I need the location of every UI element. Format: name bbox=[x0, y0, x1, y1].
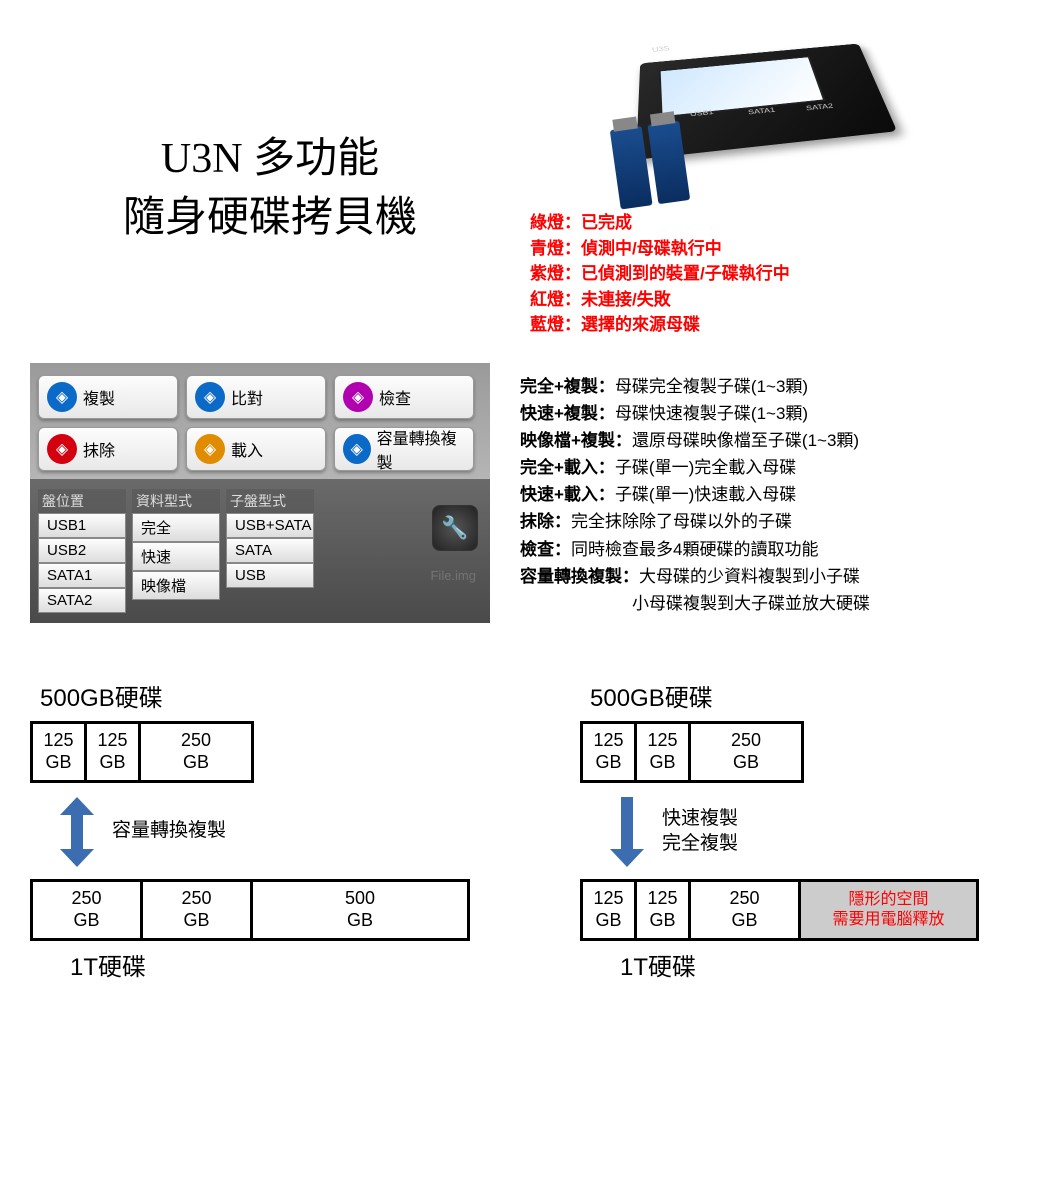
led-legend: 綠燈：已完成青燈：偵測中/母碟執行中紫燈：已偵測到的裝置/子碟執行中紅燈：未連接… bbox=[530, 210, 1010, 338]
select-item[interactable]: SATA1 bbox=[38, 563, 126, 588]
disk-cell: 125GB bbox=[637, 724, 691, 780]
disk-cell: 125GB bbox=[583, 724, 637, 780]
disk-cell: 125GB bbox=[87, 724, 141, 780]
arrow-label: 快速複製完全複製 bbox=[662, 807, 738, 856]
title-line2: 隨身硬碟拷貝機 bbox=[123, 195, 417, 241]
select-item[interactable]: USB+SATA bbox=[226, 513, 314, 538]
panel-button-label: 比對 bbox=[231, 385, 263, 409]
diagram-copy: 500GB硬碟125GB125GB250GB快速複製完全複製125GB125GB… bbox=[580, 678, 1010, 982]
device-illustration: U3S USB1 SATA1 SATA2 bbox=[580, 30, 880, 200]
select-item[interactable]: 快速 bbox=[132, 542, 220, 571]
select-item[interactable]: USB bbox=[226, 563, 314, 588]
disk-row: 125GB125GB250GB隱形的空間需要用電腦釋放 bbox=[580, 879, 979, 941]
panel-button-label: 載入 bbox=[231, 437, 263, 461]
disk-cell: 250GB bbox=[143, 882, 253, 938]
select-header: 資料型式 bbox=[132, 489, 220, 513]
arrow-label: 容量轉換複製 bbox=[112, 819, 226, 844]
disk-cell: 125GB bbox=[583, 882, 637, 938]
disk-row: 250GB250GB500GB bbox=[30, 879, 470, 941]
select-column: 盤位置USB1USB2SATA1SATA2 bbox=[38, 489, 126, 613]
page-title: U3N 多功能隨身硬碟拷貝機 bbox=[30, 130, 510, 338]
legend-line: 藍燈：選擇的來源母碟 bbox=[530, 312, 1010, 338]
function-line: 完全+載入：子碟(單一)完全載入母碟 bbox=[520, 454, 1010, 481]
panel-button[interactable]: ◈複製 bbox=[38, 375, 178, 419]
function-line: 抹除：完全抹除除了母碟以外的子碟 bbox=[520, 508, 1010, 535]
function-line: 快速+載入：子碟(單一)快速載入母碟 bbox=[520, 481, 1010, 508]
function-line: 完全+複製：母碟完全複製子碟(1~3顆) bbox=[520, 373, 1010, 400]
select-column: 子盤型式USB+SATASATAUSB bbox=[226, 489, 314, 613]
panel-button-label: 抹除 bbox=[83, 437, 115, 461]
disk-row: 125GB125GB250GB bbox=[580, 721, 804, 783]
select-header: 盤位置 bbox=[38, 489, 126, 513]
function-descriptions: 完全+複製：母碟完全複製子碟(1~3顆)快速+複製：母碟快速複製子碟(1~3顆)… bbox=[520, 373, 1010, 623]
select-item[interactable]: SATA bbox=[226, 538, 314, 563]
function-line-extra: 小母碟複製到大子碟並放大硬碟 bbox=[520, 590, 1010, 617]
panel-button[interactable]: ◈抹除 bbox=[38, 427, 178, 471]
disk-cell: 125GB bbox=[637, 882, 691, 938]
disk-cell: 250GB bbox=[691, 882, 801, 938]
panel-button-label: 容量轉換複製 bbox=[377, 425, 465, 473]
disk-cell: 125GB bbox=[33, 724, 87, 780]
control-panel: ◈複製◈比對◈檢查◈抹除◈載入◈容量轉換複製 盤位置USB1USB2SATA1S… bbox=[30, 363, 490, 623]
function-line: 容量轉換複製：大母碟的少資料複製到小子碟 bbox=[520, 563, 1010, 590]
disk-cell: 250GB bbox=[691, 724, 801, 780]
panel-button[interactable]: ◈載入 bbox=[186, 427, 326, 471]
legend-line: 紫燈：已偵測到的裝置/子碟執行中 bbox=[530, 261, 1010, 287]
title-line1: U3N 多功能 bbox=[161, 136, 379, 182]
legend-line: 綠燈：已完成 bbox=[530, 210, 1010, 236]
select-item[interactable]: USB1 bbox=[38, 513, 126, 538]
disk-cell: 250GB bbox=[33, 882, 143, 938]
diagram-top-title: 500GB硬碟 bbox=[40, 678, 470, 713]
diagram-top-title: 500GB硬碟 bbox=[590, 678, 1010, 713]
panel-button[interactable]: ◈比對 bbox=[186, 375, 326, 419]
select-item[interactable]: USB2 bbox=[38, 538, 126, 563]
arrow-double-icon bbox=[60, 797, 94, 867]
panel-button[interactable]: ◈容量轉換複製 bbox=[334, 427, 474, 471]
disk-cell: 隱形的空間需要用電腦釋放 bbox=[801, 882, 976, 938]
select-column: 資料型式完全快速映像檔 bbox=[132, 489, 220, 613]
select-item[interactable]: SATA2 bbox=[38, 588, 126, 613]
legend-line: 青燈：偵測中/母碟執行中 bbox=[530, 236, 1010, 262]
arrow-down-icon bbox=[610, 797, 644, 867]
panel-button[interactable]: ◈檢查 bbox=[334, 375, 474, 419]
legend-line: 紅燈：未連接/失敗 bbox=[530, 287, 1010, 313]
disk-cell: 250GB bbox=[141, 724, 251, 780]
select-item[interactable]: 完全 bbox=[132, 513, 220, 542]
diagram-bottom-title: 1T硬碟 bbox=[70, 947, 470, 982]
function-line: 映像檔+複製：還原母碟映像檔至子碟(1~3顆) bbox=[520, 427, 1010, 454]
select-item[interactable]: 映像檔 bbox=[132, 571, 220, 600]
function-line: 快速+複製：母碟快速複製子碟(1~3顆) bbox=[520, 400, 1010, 427]
diagram-capacity-convert: 500GB硬碟125GB125GB250GB容量轉換複製250GB250GB50… bbox=[30, 678, 470, 982]
bg-filename: File.img bbox=[430, 568, 476, 583]
disk-cell: 500GB bbox=[253, 882, 467, 938]
panel-button-label: 複製 bbox=[83, 385, 115, 409]
function-line: 檢查：同時檢查最多4顆硬碟的讀取功能 bbox=[520, 536, 1010, 563]
select-header: 子盤型式 bbox=[226, 489, 314, 513]
settings-icon[interactable]: 🔧 bbox=[432, 505, 478, 551]
disk-row: 125GB125GB250GB bbox=[30, 721, 254, 783]
diagram-bottom-title: 1T硬碟 bbox=[620, 947, 1010, 982]
panel-button-label: 檢查 bbox=[379, 385, 411, 409]
